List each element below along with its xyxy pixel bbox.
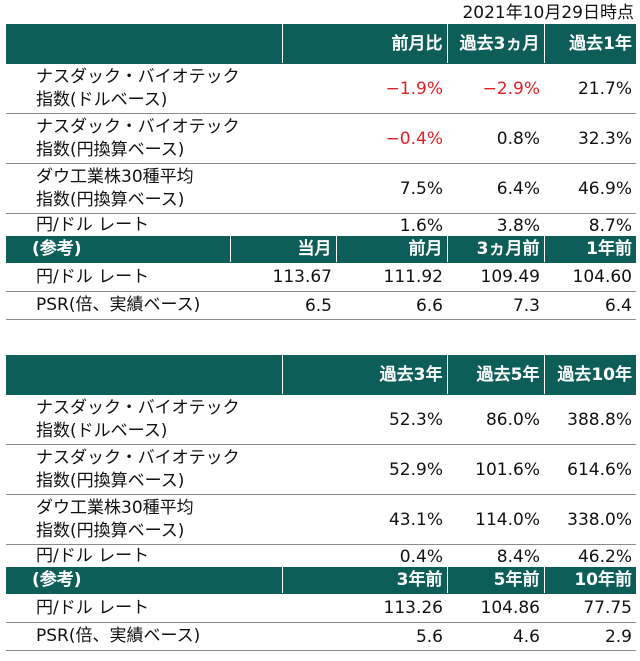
value-cell: 6.4% — [447, 163, 544, 214]
value-cell: 6.5 — [230, 291, 336, 320]
header-row: 過去3年 過去5年 過去10年 — [6, 355, 636, 395]
value-cell: 1.6% — [282, 213, 447, 238]
table-row: ナスダック・バイオテック 指数(ドルベース) 52.3% 86.0% 388.8% — [6, 394, 636, 445]
row-label: ナスダック・バイオテック 指数(ドルベース) — [6, 394, 282, 445]
value-cell: 7.3 — [447, 291, 544, 320]
table-row: 円/ドル レート 113.26 104.86 77.75 — [6, 593, 636, 623]
row-label: 円/ドル レート — [6, 262, 230, 292]
header-cell: 1年前 — [543, 236, 636, 263]
value-cell: 2.9 — [544, 622, 636, 651]
header-cell: 前月比 — [281, 24, 447, 64]
row-label: ダウ工業株30種平均 指数(円換算ベース) — [6, 163, 282, 214]
value-cell: 4.6 — [447, 622, 544, 651]
reference-header-row: (参考) 当月 前月 3ヵ月前 1年前 — [6, 236, 636, 263]
header-cell: 当月 — [229, 236, 336, 263]
value-cell: 46.9% — [544, 163, 636, 214]
value-cell: −1.9% — [282, 63, 447, 114]
header-row: 前月比 過去3ヵ月 過去1年 — [6, 24, 636, 64]
row-label: ナスダック・バイオテック 指数(ドルベース) — [6, 63, 282, 114]
table-row: PSR(倍、実績ベース) 5.6 4.6 2.9 — [6, 622, 636, 651]
value-cell: 52.3% — [282, 394, 447, 445]
row-label: ナスダック・バイオテック 指数(円換算ベース) — [6, 444, 282, 495]
value-cell: 388.8% — [544, 394, 636, 445]
header-cell: 5年前 — [446, 567, 544, 594]
value-cell: 111.92 — [336, 262, 447, 292]
header-cell: (参考) — [6, 236, 230, 263]
row-label: 円/ドル レート — [6, 213, 282, 238]
table-row: 円/ドル レート 1.6% 3.8% 8.7% — [6, 213, 636, 238]
reference-table-long-term: (参考) 3年前 5年前 10年前 円/ドル レート 113.26 104.86… — [6, 567, 636, 651]
row-label: 円/ドル レート — [6, 544, 282, 569]
value-cell: 7.5% — [282, 163, 447, 214]
value-cell: 109.49 — [447, 262, 544, 292]
as-of-date: 2021年10月29日時点 — [462, 3, 634, 23]
table-row: ナスダック・バイオテック 指数(円換算ベース) 52.9% 101.6% 614.… — [6, 444, 636, 495]
header-cell: 過去5年 — [446, 355, 544, 395]
table-row: ナスダック・バイオテック 指数(円換算ベース) −0.4% 0.8% 32.3% — [6, 113, 636, 164]
header-cell: 過去3年 — [281, 355, 447, 395]
header-cell — [6, 24, 282, 64]
header-cell: 3年前 — [281, 567, 447, 594]
table-row: 円/ドル レート 113.67 111.92 109.49 104.60 — [6, 262, 636, 292]
table-row: ダウ工業株30種平均 指数(円換算ベース) 7.5% 6.4% 46.9% — [6, 163, 636, 214]
reference-table-short-term: (参考) 当月 前月 3ヵ月前 1年前 円/ドル レート 113.67 111.… — [6, 236, 636, 320]
value-cell: 6.4 — [544, 291, 636, 320]
value-cell: −2.9% — [447, 63, 544, 114]
table-row: ダウ工業株30種平均 指数(円換算ベース) 43.1% 114.0% 338.0% — [6, 494, 636, 545]
row-label: PSR(倍、実績ベース) — [6, 622, 282, 651]
value-cell: 104.86 — [447, 593, 544, 623]
header-cell: 過去10年 — [543, 355, 636, 395]
value-cell: 21.7% — [544, 63, 636, 114]
header-cell — [6, 355, 282, 395]
header-cell: 10年前 — [543, 567, 636, 594]
value-cell: 8.4% — [447, 544, 544, 569]
row-label: PSR(倍、実績ベース) — [6, 291, 230, 320]
header-cell: 前月 — [335, 236, 447, 263]
value-cell: 0.4% — [282, 544, 447, 569]
table-row: ナスダック・バイオテック 指数(ドルベース) −1.9% −2.9% 21.7% — [6, 63, 636, 114]
value-cell: 32.3% — [544, 113, 636, 164]
value-cell: 101.6% — [447, 444, 544, 495]
header-cell: 3ヵ月前 — [446, 236, 544, 263]
value-cell: 114.0% — [447, 494, 544, 545]
value-cell: 113.67 — [230, 262, 336, 292]
value-cell: 0.8% — [447, 113, 544, 164]
value-cell: 614.6% — [544, 444, 636, 495]
reference-header-row: (参考) 3年前 5年前 10年前 — [6, 567, 636, 594]
header-cell: 過去1年 — [543, 24, 636, 64]
header-cell: 過去3ヵ月 — [446, 24, 544, 64]
table-row: PSR(倍、実績ベース) 6.5 6.6 7.3 6.4 — [6, 291, 636, 320]
value-cell: 113.26 — [282, 593, 447, 623]
row-label: ダウ工業株30種平均 指数(円換算ベース) — [6, 494, 282, 545]
table-row: 円/ドル レート 0.4% 8.4% 46.2% — [6, 544, 636, 569]
value-cell: 6.6 — [336, 291, 447, 320]
value-cell: 77.75 — [544, 593, 636, 623]
value-cell: 52.9% — [282, 444, 447, 495]
value-cell: 8.7% — [544, 213, 636, 238]
value-cell: 43.1% — [282, 494, 447, 545]
performance-table-short-term: 前月比 過去3ヵ月 過去1年 ナスダック・バイオテック 指数(ドルベース) −1.… — [6, 24, 636, 238]
value-cell: 5.6 — [282, 622, 447, 651]
value-cell: 46.2% — [544, 544, 636, 569]
performance-table-long-term: 過去3年 過去5年 過去10年 ナスダック・バイオテック 指数(ドルベース) 52… — [6, 355, 636, 569]
value-cell: 3.8% — [447, 213, 544, 238]
value-cell: 104.60 — [544, 262, 636, 292]
header-cell: (参考) — [6, 567, 282, 594]
row-label: ナスダック・バイオテック 指数(円換算ベース) — [6, 113, 282, 164]
value-cell: 86.0% — [447, 394, 544, 445]
value-cell: 338.0% — [544, 494, 636, 545]
row-label: 円/ドル レート — [6, 593, 282, 623]
value-cell: −0.4% — [282, 113, 447, 164]
